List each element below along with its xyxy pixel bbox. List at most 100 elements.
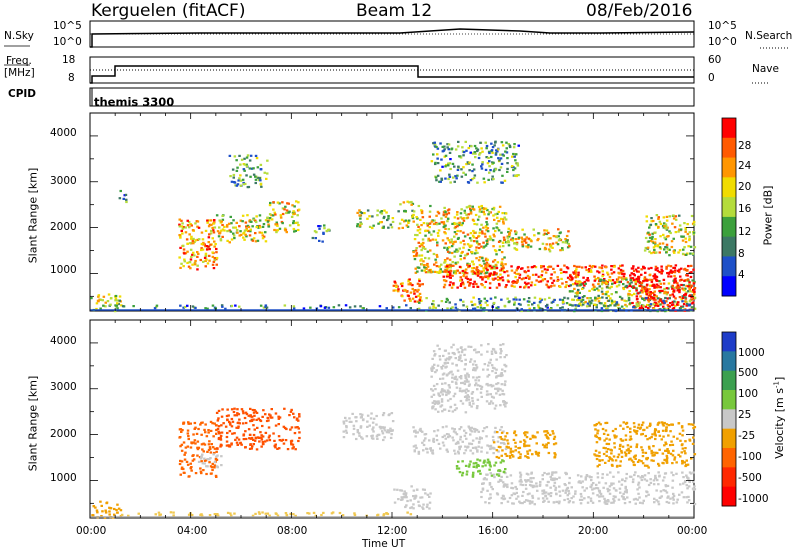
rti-cell	[674, 231, 678, 234]
rti-cell	[618, 464, 622, 467]
rti-cell	[226, 431, 229, 435]
rti-cell	[614, 427, 617, 431]
rti-cell	[451, 380, 454, 383]
rti-cell	[641, 502, 644, 505]
rti-cell	[680, 425, 684, 428]
rti-cell	[278, 416, 282, 419]
rti-cell	[473, 174, 477, 177]
rti-cell	[420, 254, 424, 257]
rti-cell	[567, 489, 570, 493]
rti-cell	[455, 382, 458, 385]
freq-label: Freq.	[6, 55, 32, 67]
rti-cell	[558, 485, 561, 488]
rti-cell	[446, 257, 449, 260]
rti-cell	[487, 263, 490, 266]
rti-cell	[459, 438, 462, 441]
rti-cell	[623, 451, 627, 454]
rti-cell	[547, 437, 550, 440]
rti-cell	[194, 259, 197, 263]
rti-cell	[436, 244, 439, 247]
rti-cell	[297, 224, 300, 227]
rti-cell	[511, 450, 515, 453]
rti-cell	[507, 143, 510, 146]
rti-cell	[251, 445, 254, 448]
rti-cell	[665, 265, 668, 268]
rti-cell	[526, 431, 529, 434]
rti-cell	[456, 286, 459, 289]
rti-cell	[605, 450, 608, 453]
rti-cell	[461, 250, 464, 254]
rti-cell	[620, 451, 623, 454]
rti-cell	[658, 434, 662, 437]
rti-cell	[482, 482, 485, 485]
rti-cell	[270, 416, 274, 419]
rti-cell	[448, 386, 451, 389]
rti-cell	[512, 281, 515, 284]
rti-cell	[517, 144, 520, 147]
rti-cell	[642, 304, 645, 307]
rti-cell	[487, 213, 490, 216]
rti-cell	[493, 249, 497, 252]
rti-cell	[428, 210, 432, 213]
rti-cell	[456, 145, 460, 148]
rti-cell	[116, 511, 119, 514]
rti-cell	[531, 273, 535, 276]
rti-cell	[556, 304, 559, 307]
rti-cell	[433, 219, 436, 222]
rti-cell	[239, 230, 242, 233]
rti-cell	[478, 302, 482, 305]
rti-cell	[492, 227, 495, 230]
rti-cell	[599, 492, 603, 495]
rti-cell	[692, 231, 696, 234]
rti-cell	[252, 173, 256, 176]
rti-cell	[477, 445, 480, 448]
rti-cell	[666, 291, 669, 294]
rti-cell	[371, 421, 375, 424]
rti-cell	[192, 251, 195, 254]
rti-cell	[179, 304, 182, 307]
rti-cell	[467, 380, 470, 383]
rti-cell	[279, 216, 283, 219]
rti-cell	[685, 253, 688, 256]
rti-cell	[660, 300, 664, 303]
rti-cell	[447, 274, 450, 277]
rti-cell	[578, 498, 582, 501]
rti-cell	[675, 301, 679, 304]
rti-cell	[692, 294, 695, 297]
rti-cell	[580, 304, 584, 307]
rti-cell	[202, 442, 205, 445]
rti-cell	[585, 474, 589, 477]
rti-cell	[366, 425, 369, 428]
rti-cell	[539, 480, 542, 484]
rti-cell	[568, 284, 571, 288]
rti-cell	[187, 422, 190, 425]
date-title: 08/Feb/2016	[586, 1, 693, 21]
rti-cell	[672, 492, 675, 495]
rti-cell	[664, 441, 667, 444]
rti-cell	[107, 293, 111, 296]
rti-cell	[238, 177, 241, 180]
rti-cell	[196, 440, 200, 443]
rti-cell	[503, 256, 506, 259]
rti-cell	[468, 284, 471, 287]
rti-cell	[498, 159, 501, 162]
rti-cell	[203, 462, 206, 465]
rti-cell	[253, 428, 256, 431]
rti-cell	[464, 411, 468, 414]
rti-cell	[116, 503, 119, 506]
rti-cell	[426, 250, 430, 253]
rti-cell	[487, 460, 491, 463]
rti-cell	[596, 270, 599, 273]
nsearch-label: N.Search	[745, 30, 793, 42]
rti-cell	[689, 252, 692, 255]
rti-cell	[609, 448, 612, 451]
rti-cell	[378, 305, 382, 308]
rti-cell	[494, 153, 498, 156]
rti-cell	[239, 441, 242, 444]
rti-cell	[213, 245, 216, 248]
rti-cell	[455, 248, 458, 251]
rti-cell	[506, 483, 509, 486]
rti-cell	[398, 222, 402, 225]
rti-cell	[459, 212, 463, 215]
rti-cell	[485, 271, 489, 274]
